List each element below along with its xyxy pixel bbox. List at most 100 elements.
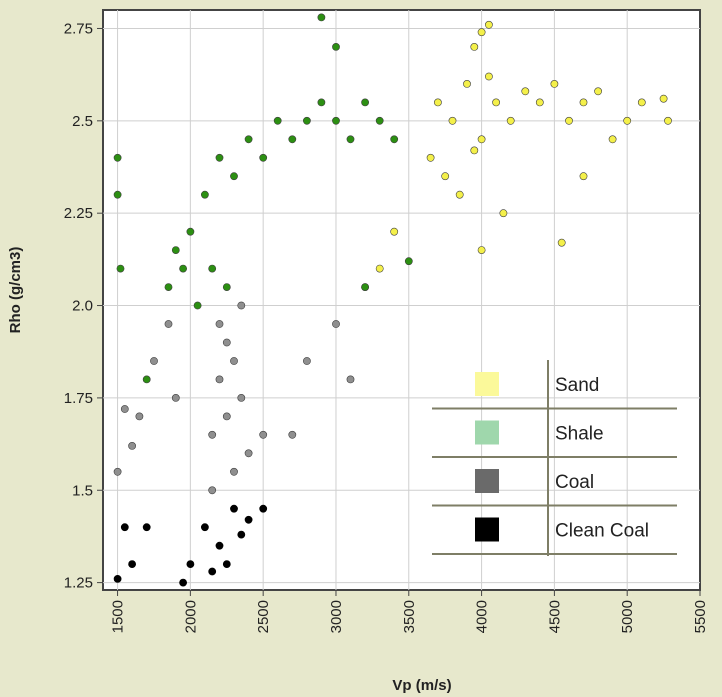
x-tick-label: 4000 (474, 600, 491, 633)
data-point (116, 264, 125, 273)
series-coal (113, 301, 355, 495)
legend: Sand Shale Coal Clean Coal (432, 360, 677, 556)
data-point (484, 72, 493, 81)
data-point (463, 80, 471, 88)
data-point (664, 116, 672, 125)
data-point (215, 153, 224, 162)
series-clean-coal (113, 504, 268, 587)
data-point (208, 264, 217, 273)
y-tick-label: 2.25 (64, 205, 93, 222)
data-point (484, 20, 493, 29)
legend-swatch (475, 469, 499, 493)
data-point (477, 246, 486, 254)
data-point (208, 430, 217, 439)
data-point (164, 320, 173, 328)
legend-swatch (475, 420, 499, 445)
data-point (186, 560, 195, 568)
data-point (171, 246, 180, 254)
data-point (288, 135, 297, 144)
legend-swatch (475, 372, 499, 396)
data-point (346, 375, 355, 384)
plot-area (102, 9, 701, 591)
data-point (120, 405, 129, 413)
x-tick-label: 3000 (328, 600, 345, 633)
data-point (506, 116, 515, 125)
data-point (390, 227, 399, 236)
legend-swatch (475, 517, 499, 542)
data-point (113, 153, 122, 162)
data-point (179, 578, 187, 587)
data-point (521, 87, 530, 96)
legend-label: Clean Coal (555, 521, 649, 542)
data-point (244, 515, 253, 524)
data-point (230, 504, 238, 513)
data-point (273, 116, 282, 125)
y-tick-label: 1.75 (64, 390, 93, 407)
data-point (288, 430, 297, 439)
legend-label: Coal (555, 472, 594, 493)
data-point (492, 98, 500, 107)
data-point (470, 43, 479, 51)
data-point (200, 190, 209, 199)
x-tick-label: 5500 (692, 600, 709, 633)
data-point (215, 320, 224, 328)
y-axis-title: Rho (g/cm3) (7, 247, 24, 334)
y-tick-labels: 1.25 1.5 1.75 2.0 2.25 2.5 2.75 (64, 20, 93, 591)
data-point (113, 190, 122, 199)
data-point (230, 467, 238, 476)
data-point (375, 264, 384, 273)
data-point (230, 172, 238, 181)
data-point (179, 264, 187, 273)
data-point (244, 135, 253, 144)
data-point (215, 541, 224, 550)
y-tick-label: 1.25 (64, 575, 93, 592)
data-point (142, 375, 151, 384)
data-point (171, 393, 180, 402)
data-point (237, 301, 246, 310)
x-tick-label: 4500 (546, 600, 563, 633)
grid-lines (97, 10, 701, 596)
data-point (499, 209, 508, 218)
data-point (302, 357, 311, 365)
data-point (594, 87, 602, 96)
legend-label: Sand (555, 375, 599, 396)
data-point (565, 116, 573, 125)
data-point (535, 98, 544, 107)
data-point (150, 357, 158, 365)
data-point (361, 283, 369, 291)
data-point (164, 283, 173, 291)
data-point (317, 98, 326, 107)
y-tick-label: 1.5 (72, 482, 93, 499)
data-point (608, 135, 617, 144)
data-point (426, 153, 435, 162)
data-point (244, 449, 253, 458)
data-points (113, 13, 672, 587)
data-point (557, 238, 566, 247)
x-tick-label: 3500 (401, 600, 418, 633)
data-point (128, 560, 136, 568)
series-shale (113, 13, 413, 384)
data-point (441, 172, 450, 181)
data-point (477, 135, 486, 144)
data-point (332, 43, 340, 51)
y-tick-label: 2.5 (72, 113, 93, 130)
data-point (259, 430, 268, 439)
x-axis-title: Vp (m/s) (392, 677, 451, 694)
data-point (259, 504, 268, 513)
data-point (142, 523, 151, 532)
data-point (550, 80, 559, 88)
x-tick-label: 2500 (255, 600, 272, 633)
data-point (259, 153, 268, 162)
data-point (222, 338, 231, 347)
data-point (302, 116, 311, 125)
data-point (215, 375, 224, 384)
data-point (361, 98, 369, 107)
data-point (404, 257, 413, 266)
data-point (222, 283, 231, 291)
x-tick-label: 1500 (110, 600, 127, 633)
data-point (222, 560, 231, 568)
data-point (346, 135, 355, 144)
data-point (332, 116, 340, 125)
